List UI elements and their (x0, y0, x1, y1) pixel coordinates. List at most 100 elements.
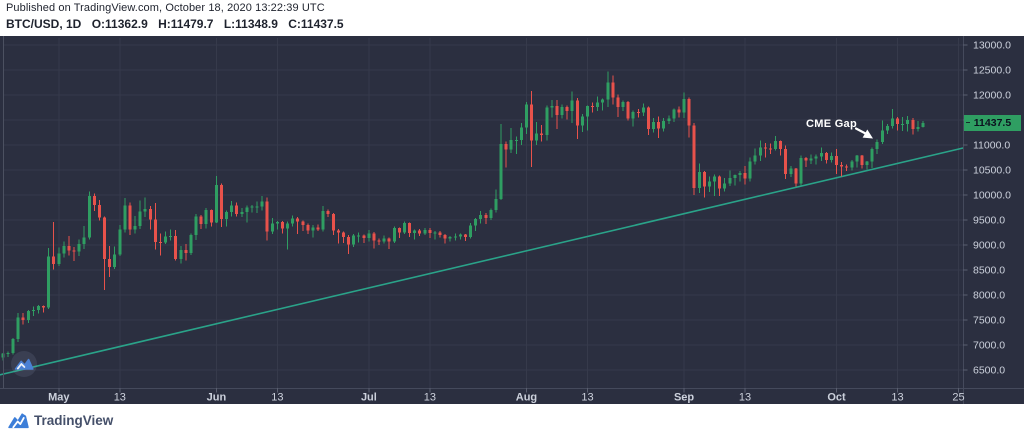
price-tick-label: 11000.0 (973, 140, 1010, 152)
candle-body (194, 216, 198, 235)
candle-body (341, 232, 345, 237)
time-tick-label: Jun (207, 392, 227, 404)
candle-body (382, 238, 386, 242)
candle-body (463, 234, 467, 237)
published-line: Published on TradingView.com, October 18… (6, 2, 325, 14)
candle-body (316, 227, 320, 230)
candle-body (723, 183, 727, 189)
candle-body (153, 219, 157, 242)
candle-body (240, 212, 244, 214)
candle-body (875, 142, 879, 149)
candle-body (519, 127, 523, 140)
candle-body (819, 153, 823, 157)
candle-body (682, 99, 686, 113)
price-tick-label: 9000.0 (973, 240, 1005, 252)
candle-body (423, 230, 427, 234)
time-tick-label: Aug (516, 392, 537, 404)
cme-gap-arrow-icon (862, 129, 873, 139)
candle-body (270, 223, 274, 232)
time-tick-label: Jul (361, 392, 377, 404)
candle-body (494, 199, 498, 210)
time-tick-label: May (48, 392, 70, 404)
candle-body (631, 112, 635, 119)
candle-body (42, 306, 46, 308)
symbol-interval: BTC/USD, 1D (6, 17, 82, 31)
candle-body (580, 116, 584, 126)
open-label: O: (91, 17, 106, 31)
candle-body (799, 158, 803, 184)
candle-body (707, 181, 711, 187)
candle-body (92, 196, 96, 205)
tradingview-watermark-icon (16, 363, 26, 370)
candle-body (829, 156, 833, 160)
candle-body (118, 229, 122, 255)
candle-body (489, 210, 493, 218)
candle-body (372, 233, 376, 241)
candle-body (443, 235, 447, 239)
candle-body (291, 218, 295, 224)
candle-body (870, 149, 874, 162)
candle-body (484, 215, 488, 218)
candle-body (123, 205, 127, 230)
candle-body (824, 153, 828, 160)
candle-body (402, 223, 406, 233)
candle-body (87, 196, 91, 238)
candle-body (692, 125, 696, 188)
candle-body (77, 244, 81, 252)
candle-body (418, 230, 422, 234)
low-label: L: (223, 17, 236, 31)
candle-body (397, 228, 401, 233)
candle-body (540, 133, 544, 135)
candle-body (199, 216, 203, 224)
candle-body (164, 236, 168, 243)
high-value: 11479.7 (170, 17, 214, 31)
candle-body (738, 173, 742, 175)
candle-body (260, 201, 264, 207)
candle-body (860, 155, 864, 165)
candle-body (596, 102, 600, 107)
candle-body (255, 206, 259, 208)
candle-body (779, 141, 783, 149)
candle-body (601, 99, 605, 103)
price-tick-label: 8500.0 (973, 265, 1005, 277)
candle-body (250, 206, 254, 208)
cme-gap-arrow-icon (854, 127, 867, 135)
close-value: 11437.5 (300, 17, 344, 31)
close-label: C: (288, 17, 301, 31)
candle-body (169, 236, 173, 237)
candle-body (524, 104, 528, 128)
candle-body (428, 230, 432, 233)
time-tick-label: 13 (581, 392, 593, 404)
tradingview-logo-icon (8, 413, 29, 429)
candle-body (565, 107, 569, 111)
candle-body (138, 211, 142, 226)
candle-body (885, 126, 889, 131)
header: Published on TradingView.com, October 18… (0, 0, 1024, 36)
candle-body (702, 172, 706, 187)
candle-body (36, 306, 40, 310)
candle-body (504, 144, 508, 150)
candle-body (906, 120, 910, 124)
candle-body (113, 254, 117, 267)
candle-body (209, 210, 213, 223)
cme-gap-annotation: CME Gap (806, 118, 857, 130)
candle-body (6, 352, 10, 354)
candle-body (850, 161, 854, 168)
candle-body (855, 155, 859, 162)
candle-body (763, 147, 767, 149)
candle-body (275, 222, 279, 224)
candle-body (901, 124, 905, 125)
candle-body (158, 242, 162, 243)
candle-body (336, 230, 340, 233)
candle-body (611, 82, 615, 98)
candle-body (921, 123, 925, 127)
candle-body (687, 99, 691, 126)
candle-body (57, 253, 61, 264)
candle-body (1, 353, 5, 358)
candle-body (321, 211, 325, 230)
low-value: 11348.9 (235, 17, 278, 31)
candle-body (245, 207, 249, 212)
price-tick-label: 9500.0 (973, 215, 1005, 227)
candle-body (438, 232, 442, 235)
candle-body (530, 104, 534, 141)
